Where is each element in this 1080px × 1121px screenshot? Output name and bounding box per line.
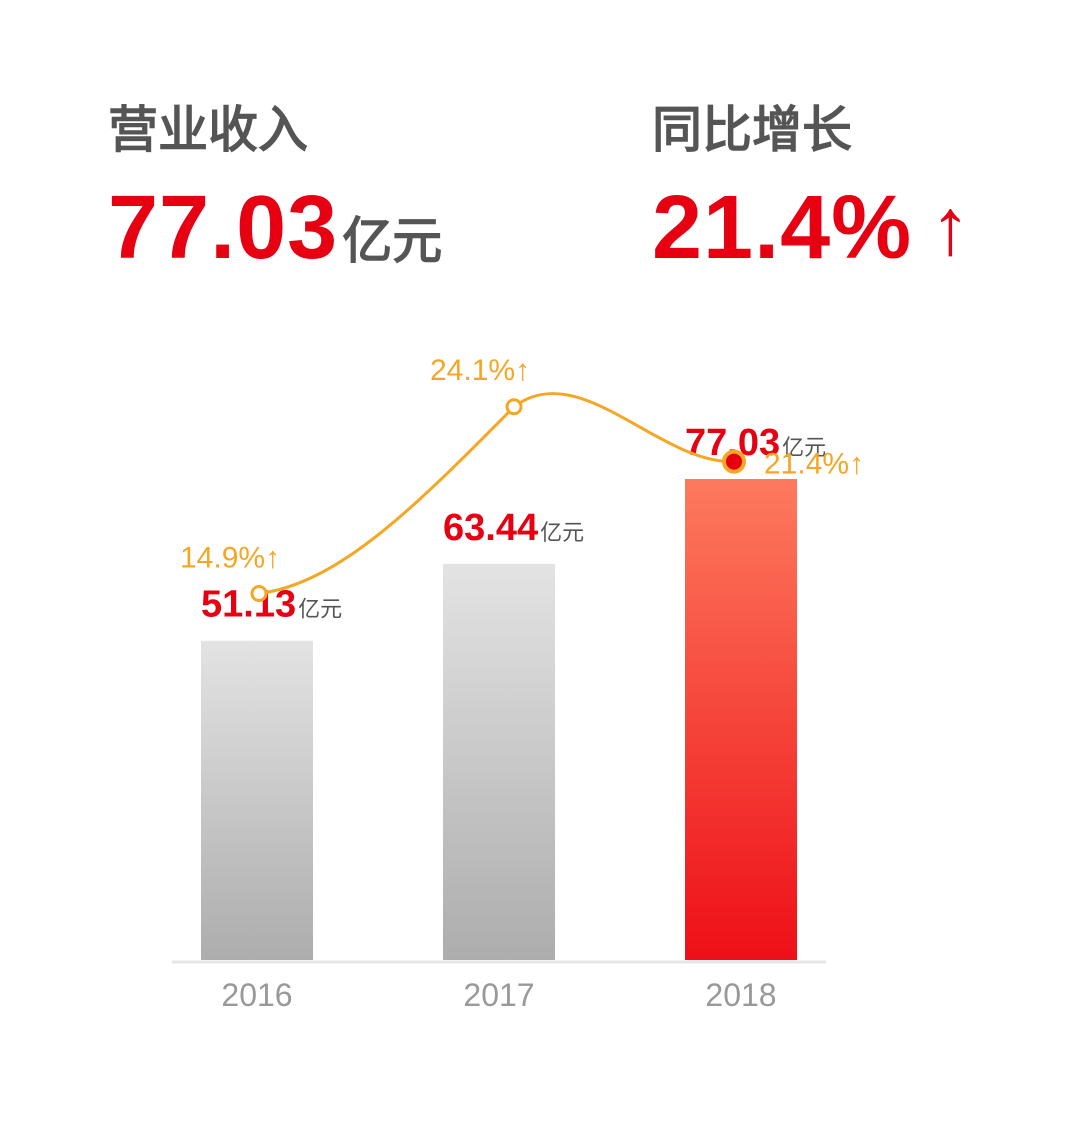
value-unit: 亿元 xyxy=(298,597,342,622)
x-tick-label-2016: 2016 xyxy=(221,977,292,1013)
growth-headline: 同比增长 21.4% ↑ xyxy=(652,105,970,273)
x-tick-label-2018: 2018 xyxy=(705,977,776,1013)
bar-2017 xyxy=(443,563,555,960)
revenue-value-row: 77.03亿元 xyxy=(108,183,442,273)
value-label-2017: 63.44亿元 xyxy=(443,507,584,549)
growth-label: 同比增长 xyxy=(652,102,852,158)
growth-point-2017 xyxy=(505,398,523,416)
value-unit: 亿元 xyxy=(540,520,584,545)
growth-line xyxy=(258,392,735,596)
up-arrow-icon: ↑ xyxy=(930,182,971,271)
revenue-label: 营业收入 xyxy=(108,102,308,158)
revenue-headline: 营业收入 77.03亿元 xyxy=(108,105,442,273)
value-number: 63.44 xyxy=(443,507,538,549)
revenue-value: 77.03 xyxy=(108,178,339,278)
growth-label-2017: 24.1%↑ xyxy=(430,354,530,387)
value-unit: 亿元 xyxy=(782,435,826,460)
growth-label-2016: 14.9%↑ xyxy=(180,542,280,575)
bar-2018 xyxy=(685,479,797,960)
bar-2016 xyxy=(201,640,313,960)
growth-value: 21.4% xyxy=(652,178,913,278)
growth-value-row: 21.4% ↑ xyxy=(652,183,970,273)
growth-label-2018: 21.4%↑ xyxy=(764,448,864,481)
revenue-unit: 亿元 xyxy=(342,213,443,269)
growth-point-2018 xyxy=(722,449,746,474)
growth-point-2016 xyxy=(250,585,268,603)
x-tick-label-2017: 2017 xyxy=(463,977,534,1013)
